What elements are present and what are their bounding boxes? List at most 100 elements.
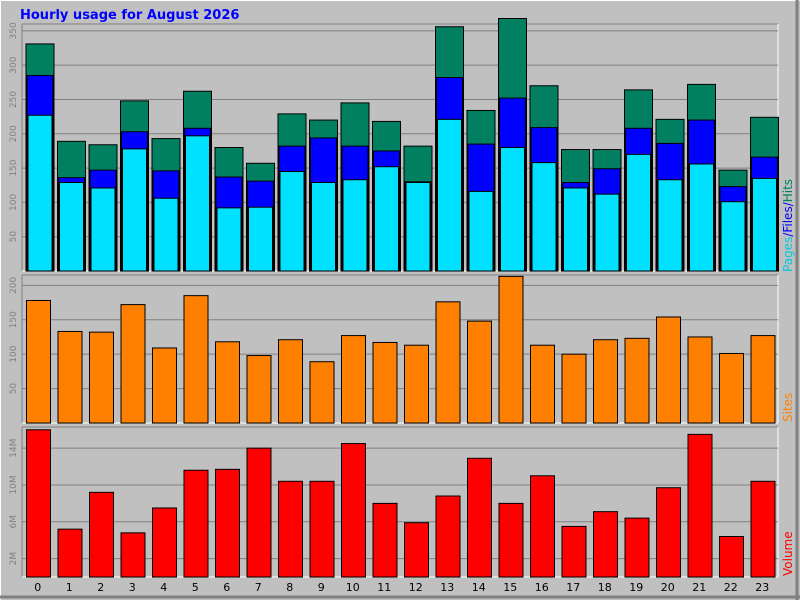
volume-bar — [719, 536, 744, 578]
legend-hits: Hits — [781, 179, 795, 202]
pages-bar — [122, 148, 147, 272]
volume-bar — [404, 522, 429, 578]
volume-bar — [750, 480, 776, 578]
volume-bar — [26, 429, 51, 578]
y-tick-label: 2M — [9, 552, 19, 566]
pages-bar — [437, 118, 462, 272]
x-tick-label: 14 — [472, 581, 486, 594]
pages-bar — [689, 163, 714, 272]
volume-bar — [467, 457, 492, 578]
y-tick-label: 150 — [9, 159, 19, 176]
pages-bar — [59, 181, 84, 272]
volume-bar — [309, 480, 335, 578]
x-tick-label: 17 — [566, 581, 580, 594]
x-tick-label: 6 — [223, 581, 230, 594]
plot-area — [22, 427, 778, 577]
volume-bar — [561, 525, 587, 578]
pages-bar — [626, 153, 651, 272]
y-tick-label: 14M — [9, 439, 19, 458]
volume-bar — [341, 443, 366, 578]
volume-bar — [435, 495, 461, 578]
volume-bar — [120, 532, 146, 578]
x-tick-label: 4 — [160, 581, 167, 594]
sites-bar — [278, 339, 303, 424]
pages-bar — [311, 181, 336, 272]
volume-bar — [152, 507, 177, 578]
volume-bar — [89, 491, 114, 578]
sites-bar — [593, 339, 618, 424]
legend-separator-2: / — [781, 201, 795, 206]
hits-files-pages-panel: 50 100 150 200 250 300 350 — [9, 18, 779, 272]
volume-bar — [624, 517, 650, 578]
volume-bar — [656, 487, 681, 578]
y-tick-label: 6M — [9, 515, 19, 529]
volume-bar — [183, 469, 209, 578]
x-tick-label: 22 — [724, 581, 738, 594]
sites-bar — [341, 335, 366, 424]
sites-bar — [561, 353, 587, 424]
pages-bar — [594, 193, 620, 272]
x-tick-label: 10 — [346, 581, 360, 594]
sites-bar — [246, 355, 272, 424]
x-tick-label: 16 — [535, 581, 549, 594]
sites-bar — [404, 344, 429, 424]
sites-bar — [467, 320, 492, 424]
volume-bar — [57, 528, 83, 578]
pages-bar — [468, 190, 494, 272]
pages-bar — [405, 181, 431, 272]
sites-bar — [26, 299, 51, 424]
sites-panel: 50 100 150 200 — [9, 274, 779, 424]
pages-bar — [248, 206, 273, 272]
chart-title: Hourly usage for August 2026 — [20, 8, 239, 23]
plot-area — [22, 275, 778, 423]
sites-bar — [530, 344, 555, 424]
pages-bar — [153, 197, 179, 272]
x-tick-label: 19 — [629, 581, 643, 594]
x-tick-label: 7 — [255, 581, 262, 594]
y-tick-label: 10M — [9, 475, 19, 494]
x-tick-label: 13 — [440, 581, 454, 594]
sites-bar — [435, 301, 461, 424]
sites-bar — [309, 361, 335, 424]
pages-bar — [374, 166, 399, 272]
x-tick-label: 15 — [503, 581, 517, 594]
sites-bar — [750, 335, 776, 424]
pages-bar — [279, 171, 305, 272]
sites-bar — [624, 337, 650, 424]
legend-sites: Sites — [781, 393, 795, 422]
y-tick-label: 50 — [9, 383, 19, 395]
sites-bar — [120, 304, 146, 424]
x-tick-label: 23 — [755, 581, 769, 594]
pages-bar — [531, 162, 557, 272]
volume-bar — [687, 433, 713, 578]
x-tick-label: 12 — [409, 581, 423, 594]
x-tick-label: 2 — [97, 581, 104, 594]
legend-pages-files-hits: Pages/Files/Hits — [781, 179, 795, 272]
x-tick-label: 0 — [34, 581, 41, 594]
pages-bar — [216, 207, 242, 272]
legend-files: Files — [781, 206, 795, 232]
sites-bar — [719, 352, 744, 424]
y-tick-label: 50 — [9, 231, 19, 243]
sites-bar — [57, 330, 83, 424]
pages-bar — [342, 179, 368, 272]
y-tick-label: 200 — [9, 276, 19, 293]
volume-bar — [215, 468, 240, 578]
pages-bar — [90, 187, 116, 272]
hour-axis-labels: 0 1 2 3 4 5 6 7 8 9 10 11 12 13 14 15 16 17 18 19 20 21 22 23 — [34, 581, 769, 594]
pages-bar — [500, 147, 525, 272]
sites-bar — [687, 336, 713, 424]
volume-bar — [498, 502, 524, 578]
volume-bar — [530, 475, 555, 578]
y-tick-label: 250 — [9, 91, 19, 108]
sites-bar — [656, 316, 681, 424]
volume-panel: 2M 6M 10M 14M — [9, 426, 779, 578]
sites-bar — [372, 341, 398, 424]
sites-bar — [215, 341, 240, 424]
legend-pages: Pages — [781, 237, 795, 272]
x-tick-label: 5 — [192, 581, 199, 594]
sites-bar — [152, 347, 177, 424]
x-tick-label: 8 — [286, 581, 293, 594]
